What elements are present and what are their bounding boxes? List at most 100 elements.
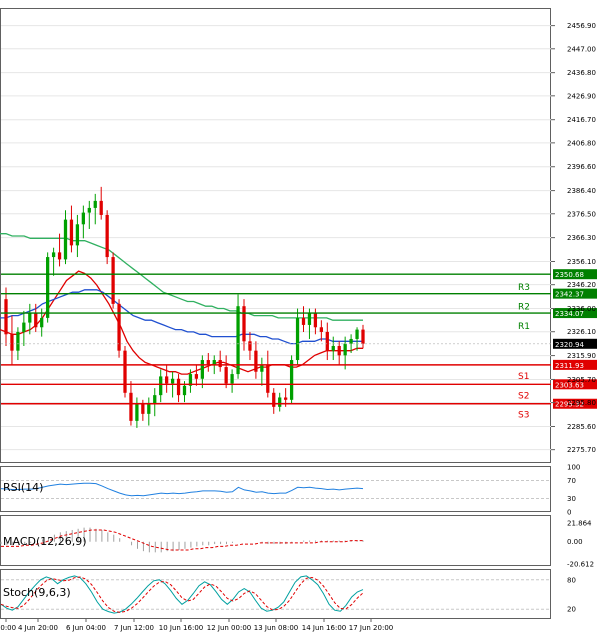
level-price-label: 2311.93 xyxy=(555,362,584,370)
level-price-tag xyxy=(553,288,597,299)
candle-body xyxy=(361,329,365,344)
candle-body xyxy=(200,360,204,379)
candle-body xyxy=(242,306,246,342)
candle xyxy=(165,364,169,393)
indicators: RSI(14) 100 70 30 0 MACD(12,26,9) 21.864 0.00 -2… xyxy=(0,464,594,614)
level-price-tag xyxy=(553,379,597,390)
candle-body xyxy=(51,252,56,258)
candle-body xyxy=(254,350,258,372)
candle xyxy=(361,324,365,349)
candle-body xyxy=(117,303,121,351)
candle-body xyxy=(129,392,133,421)
price-tick-label: 2336.00 xyxy=(567,305,596,313)
candle xyxy=(295,308,300,365)
candle-body xyxy=(141,404,145,414)
candle-body xyxy=(99,200,103,215)
price-tick-label: 2416.70 xyxy=(567,116,596,124)
time-tick-label: 6 Jun 04:00 xyxy=(66,624,106,632)
level-name-s2: S2 xyxy=(518,391,529,401)
current-price-label: 2320.94 xyxy=(555,341,584,349)
current-price-tag xyxy=(553,338,597,349)
time-tick-label: 17 Jun 20:00 xyxy=(349,624,393,632)
price-axis: 2456.90 2447.00 2436.80 2426.90 2416.70 2406.… xyxy=(551,22,596,454)
candle-body xyxy=(28,313,32,323)
candle-body xyxy=(266,364,270,393)
candle-body xyxy=(176,378,181,396)
candle xyxy=(254,341,258,379)
price-tick-label: 2315.90 xyxy=(567,352,596,360)
candle-body xyxy=(194,374,199,379)
candle xyxy=(349,334,353,354)
candle-body xyxy=(349,338,353,344)
candle-body xyxy=(295,317,300,361)
level-price-tag xyxy=(553,359,597,370)
level-price-label: 2350.68 xyxy=(555,271,584,279)
stoch-label: Stoch(9,6,3) xyxy=(3,586,71,599)
level-name-s3: S3 xyxy=(518,411,529,421)
price-tick-label: 2406.80 xyxy=(567,139,596,147)
rsi-label: RSI(14) xyxy=(3,481,43,494)
candle-body xyxy=(218,360,222,368)
level-name-r2: R2 xyxy=(518,303,530,313)
candle xyxy=(105,210,109,265)
candle-body xyxy=(135,404,139,421)
candle-body xyxy=(230,374,234,384)
price-tick-label: 2426.90 xyxy=(567,92,596,100)
candle-body xyxy=(22,322,26,332)
price-tick-label: 2396.60 xyxy=(567,163,596,171)
candle xyxy=(301,306,306,332)
level-price-label: 2295.32 xyxy=(555,401,584,409)
level-price-label: 2342.37 xyxy=(555,291,584,299)
candle-body xyxy=(123,350,127,393)
candle xyxy=(123,345,127,398)
level-price-tag xyxy=(553,308,597,319)
candle-body xyxy=(206,360,210,365)
candle-body xyxy=(10,334,14,351)
rsi-tick-label: 30 xyxy=(567,495,576,503)
macd-label: MACD(12,26,9) xyxy=(3,535,87,548)
candle-body xyxy=(284,397,288,400)
candle xyxy=(200,355,204,389)
candle xyxy=(63,210,68,265)
price-tick-label: 2456.90 xyxy=(567,22,596,30)
price-tick-label: 2366.30 xyxy=(567,234,596,242)
time-tick-label: 14 Jun 16:00 xyxy=(302,624,346,632)
candle-body xyxy=(313,313,318,328)
candle xyxy=(218,350,222,372)
candle xyxy=(93,193,97,225)
level-name-r1: R1 xyxy=(518,322,530,332)
candle-body xyxy=(307,313,312,325)
rsi-tick-label: 0 xyxy=(567,509,571,517)
candle xyxy=(51,247,56,276)
candle-body xyxy=(301,317,306,325)
candle xyxy=(28,303,32,335)
stoch-main-line xyxy=(0,575,364,614)
level-price-label: 2334.07 xyxy=(555,310,584,318)
candle-body xyxy=(182,385,187,396)
stoch-panel-frame xyxy=(0,569,551,619)
candle xyxy=(69,205,74,253)
candle-body xyxy=(69,219,74,246)
macd-tick-label: -20.612 xyxy=(567,561,594,569)
candle-body xyxy=(289,360,294,400)
candle xyxy=(117,299,121,358)
rsi-panel-frame xyxy=(0,466,551,512)
time-tick-label: 12 Jun 00:00 xyxy=(207,624,251,632)
candle xyxy=(343,336,347,370)
candle xyxy=(224,355,228,389)
candle xyxy=(194,364,199,386)
candle-body xyxy=(170,378,175,384)
candle-body xyxy=(75,224,80,246)
candle-body xyxy=(46,257,50,318)
candle xyxy=(325,322,329,361)
candle-body xyxy=(111,257,115,304)
level-price-tag xyxy=(553,269,597,280)
candle xyxy=(278,392,282,412)
candle-body xyxy=(355,329,359,339)
candle-body xyxy=(40,317,44,328)
time-tick-label: 13 Jun 08:00 xyxy=(254,624,298,632)
panel-frames xyxy=(0,8,551,619)
price-tick-label: 2346.20 xyxy=(567,281,596,289)
price-tick-label: 2386.40 xyxy=(567,187,596,195)
stoch-tick-label: 20 xyxy=(567,606,576,614)
